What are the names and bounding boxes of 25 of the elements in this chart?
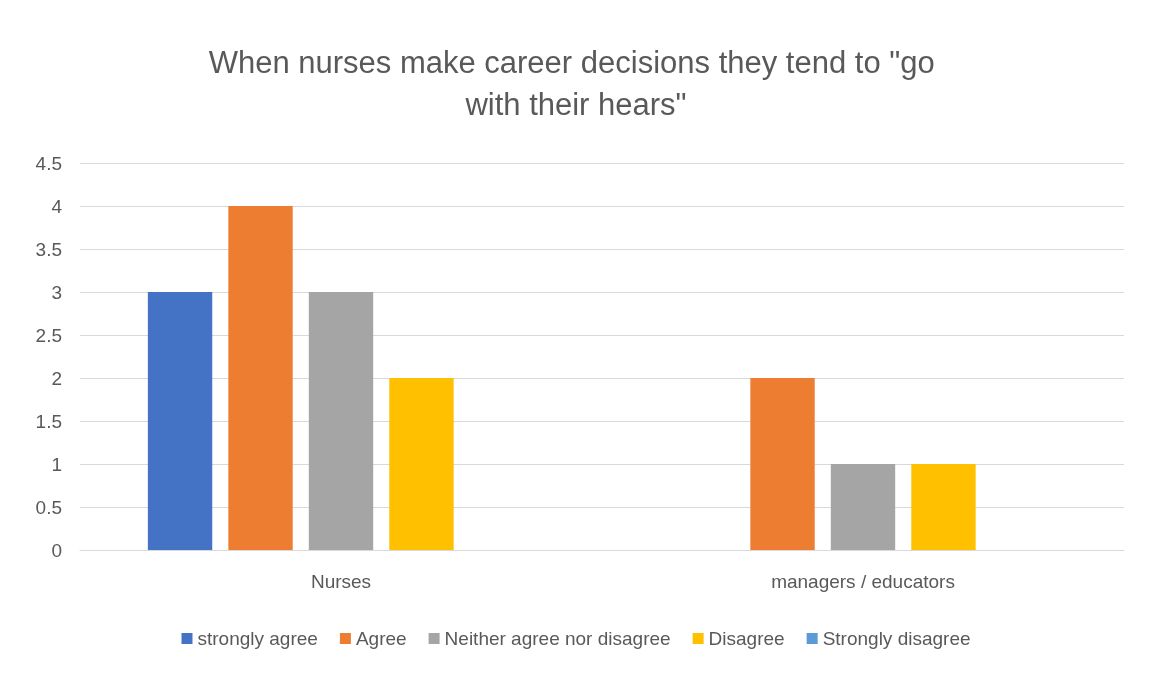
legend-label: strongly agree	[197, 628, 318, 649]
x-tick-label: managers / educators	[771, 571, 955, 592]
bar	[389, 378, 454, 550]
y-tick-label: 2.5	[35, 324, 62, 346]
y-tick-label: 0.5	[35, 496, 62, 518]
y-tick-label: 0	[51, 539, 62, 561]
y-tick-label: 4	[51, 195, 63, 217]
y-tick-label: 2	[51, 367, 62, 389]
legend-label: Disagree	[708, 628, 785, 649]
y-tick-label: 3	[51, 281, 62, 303]
y-tick-label: 4.5	[35, 152, 62, 174]
bar	[228, 206, 293, 550]
bar	[308, 292, 374, 550]
x-tick-label: Nurses	[310, 571, 372, 592]
legend-label: Neither agree nor disagree	[444, 628, 671, 649]
legend-label: Agree	[355, 628, 407, 649]
y-tick-label: 1.5	[35, 410, 62, 432]
bar	[750, 378, 815, 550]
y-tick-label: 3.5	[35, 238, 62, 260]
legend-label: Strongly disagree	[822, 628, 971, 649]
chart-title: When nurses make career decisions they tend to "go with their hears"	[208, 44, 944, 122]
bar	[830, 464, 896, 550]
bar	[147, 292, 213, 550]
bar	[911, 464, 976, 550]
y-tick-label: 1	[51, 453, 62, 475]
